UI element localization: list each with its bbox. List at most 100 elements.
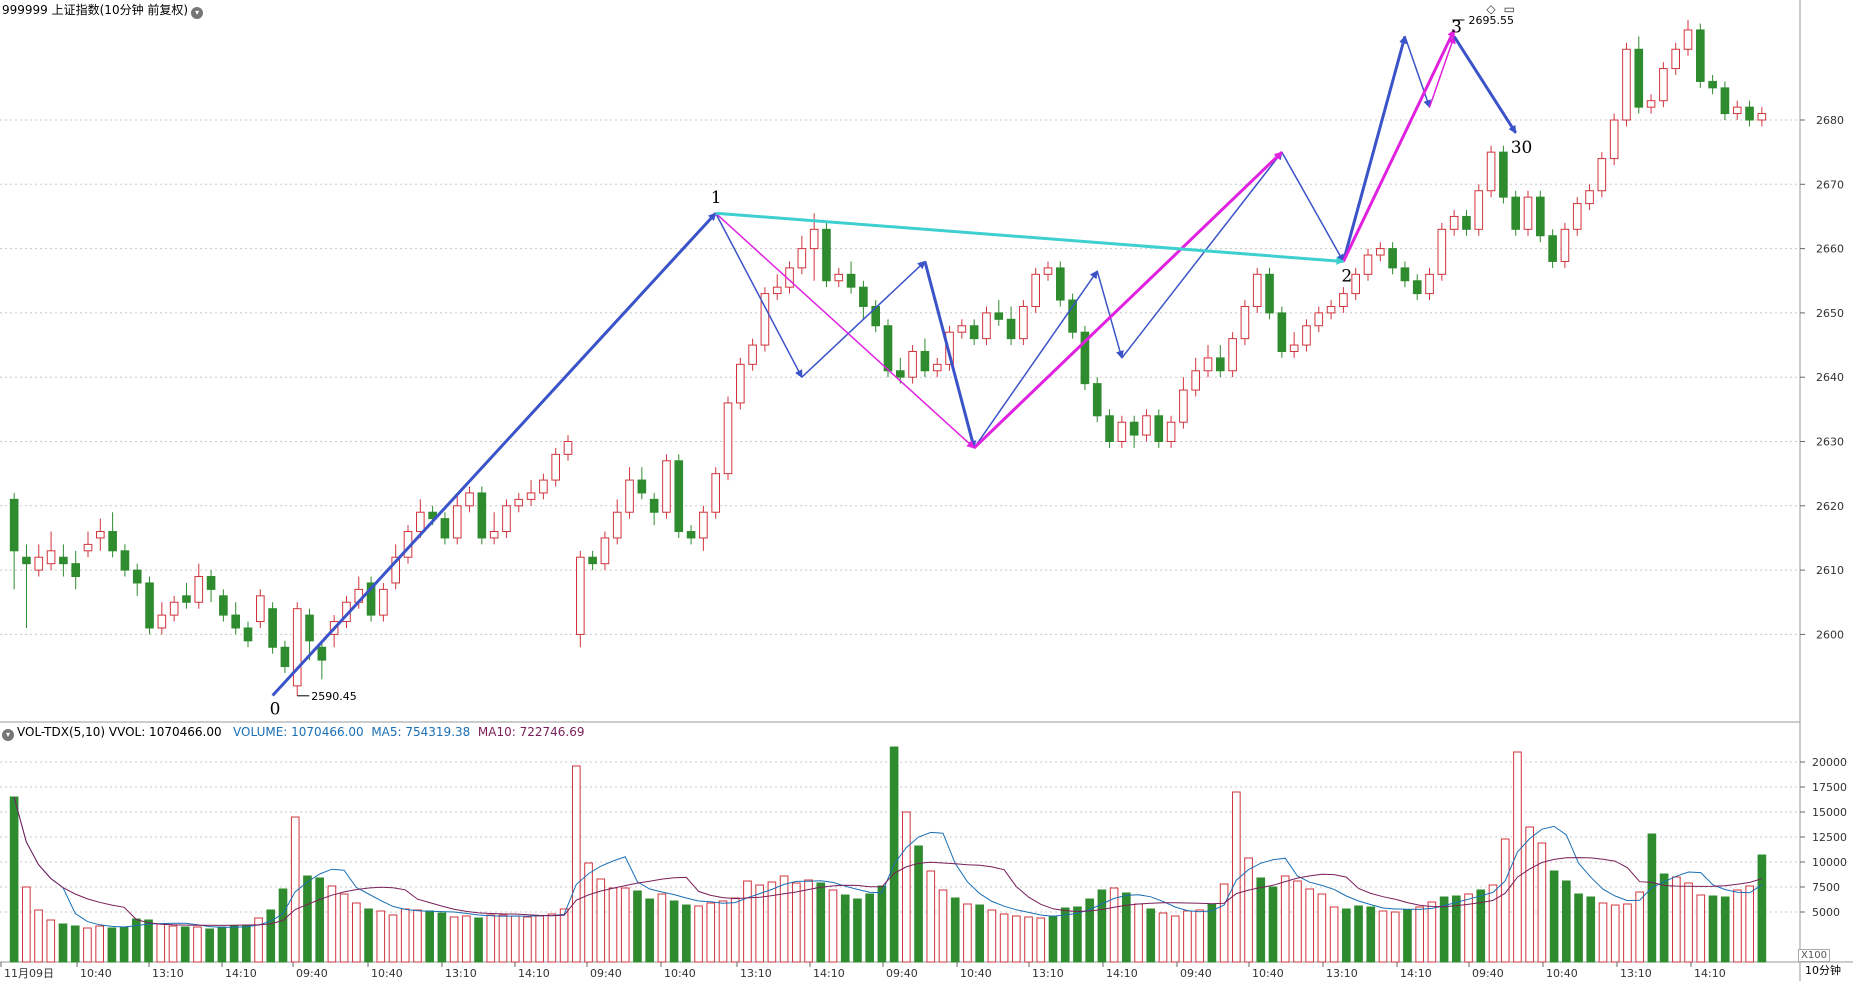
volume-bar <box>889 746 899 963</box>
candle-body <box>22 556 31 565</box>
symbol-title: 999999 上证指数(10分钟 前复权) <box>2 3 189 17</box>
candle-body <box>625 479 634 513</box>
wave-arrow-blue <box>271 212 717 697</box>
wave-arrow-blue <box>1452 35 1517 134</box>
volume-bar <box>217 926 227 963</box>
candle-body <box>612 511 622 539</box>
time-tick-label: 11月09日 <box>4 967 54 980</box>
volume-bar <box>804 879 813 963</box>
window-icon[interactable]: ▭ <box>1503 2 1515 16</box>
volume-bar <box>1232 791 1241 963</box>
volume-bar <box>1452 895 1461 963</box>
volume-bar <box>767 881 777 963</box>
time-axis: 11月09日 10:40 13:10 14:10 09:40 10:40 13:10 14:1… <box>0 962 1726 980</box>
volume-bar <box>755 884 764 963</box>
volume-bar <box>1195 909 1204 963</box>
candle-body <box>231 614 241 629</box>
candle-body <box>674 460 684 533</box>
volume-tick-label: 12500 <box>1812 831 1847 844</box>
volume-bar <box>1366 906 1376 963</box>
candle-body <box>748 344 757 365</box>
volume-bar <box>1684 882 1693 963</box>
candle-body <box>182 595 191 603</box>
candle-body <box>9 498 19 552</box>
time-tick-label: 13:10 <box>1032 967 1064 980</box>
volume-bar <box>779 875 789 963</box>
volume-bar <box>865 893 874 963</box>
candle-body <box>1720 87 1730 115</box>
volume-bar <box>462 915 471 963</box>
volume-header[interactable]: ▾ VOL-TDX(5,10) VVOL: 1070466.00 VOLUME: … <box>2 725 585 741</box>
volume-bar <box>364 908 373 963</box>
candle-body <box>1437 228 1447 275</box>
volume-bar <box>1024 916 1033 963</box>
volume-bar <box>1109 887 1119 963</box>
candle-body <box>305 614 314 642</box>
candle-body <box>957 325 967 333</box>
wave-label-0: 0 <box>270 699 281 719</box>
candle-body <box>391 556 401 584</box>
candle-body <box>1708 80 1717 89</box>
chart-title[interactable]: 999999 上证指数(10分钟 前复权) ▾ <box>2 3 204 19</box>
annotations: 2590.45 2695.55 0 1 2 3 30 <box>270 14 1533 719</box>
volume-bar <box>877 885 887 963</box>
candle-body <box>1683 29 1693 50</box>
volume-bar <box>547 913 557 963</box>
volume-bar <box>523 916 532 963</box>
time-tick-label: 09:40 <box>590 967 622 980</box>
volume-bar <box>1647 833 1657 963</box>
candle-body <box>699 511 708 539</box>
wave-lines <box>271 29 1517 697</box>
chevron-down-icon[interactable]: ▾ <box>2 729 14 741</box>
volume-bar <box>1256 877 1266 963</box>
volume-bar <box>743 880 752 963</box>
volume-bar <box>119 926 129 963</box>
chevron-down-icon[interactable]: ▾ <box>191 7 204 19</box>
candle-body <box>1080 331 1090 385</box>
candle-body <box>822 228 831 282</box>
volume-bar <box>315 877 324 963</box>
diamond-icon[interactable]: ◇ <box>1486 2 1496 16</box>
price-tick-label: 2660 <box>1816 243 1844 256</box>
candle-body <box>1055 267 1065 301</box>
volume-bar <box>1207 903 1217 963</box>
candle-body <box>1757 113 1767 121</box>
volume-bar <box>1158 912 1168 963</box>
time-tick-label: 14:10 <box>518 967 550 980</box>
ma5-line <box>13 796 1763 928</box>
volume-bar <box>828 889 838 963</box>
time-tick-label: 14:10 <box>813 967 845 980</box>
period-label[interactable]: 10分钟 <box>1805 964 1841 977</box>
price-axis: 2600 2610 2620 2630 2640 2650 2660 2670 2680 <box>1800 114 1844 641</box>
candle-body <box>772 286 782 295</box>
candle-body <box>600 537 610 565</box>
vol-indicator-name: VOL-TDX(5,10) <box>17 725 106 739</box>
volume-bar <box>682 904 691 963</box>
time-tick-label: 10:40 <box>1546 967 1578 980</box>
volume-bar <box>853 898 862 963</box>
candle-body <box>206 576 216 590</box>
volume-bar <box>1342 908 1351 963</box>
volume-bar <box>376 910 386 963</box>
candle-body <box>452 505 462 539</box>
candle-body <box>366 582 376 616</box>
volume-bar <box>620 887 630 963</box>
volume-grid <box>0 761 1800 913</box>
volume-bar <box>572 765 581 963</box>
time-tick-label: 09:40 <box>296 967 328 980</box>
candle-body <box>1486 151 1496 192</box>
time-tick-label: 10:40 <box>960 967 992 980</box>
volume-bar <box>1012 915 1021 963</box>
volume-bar <box>706 902 716 963</box>
candle-body <box>1351 273 1361 295</box>
high-price-label: 2695.55 <box>1468 14 1514 27</box>
candle-body <box>1462 215 1471 230</box>
candle-body <box>1375 248 1385 256</box>
candle-body <box>1191 370 1201 391</box>
volume-tick-label: 20000 <box>1812 756 1847 769</box>
time-tick-label: 13:10 <box>445 967 477 980</box>
time-tick-label: 14:10 <box>1106 967 1138 980</box>
candle-body <box>1585 190 1594 205</box>
volume-bar <box>266 909 276 963</box>
